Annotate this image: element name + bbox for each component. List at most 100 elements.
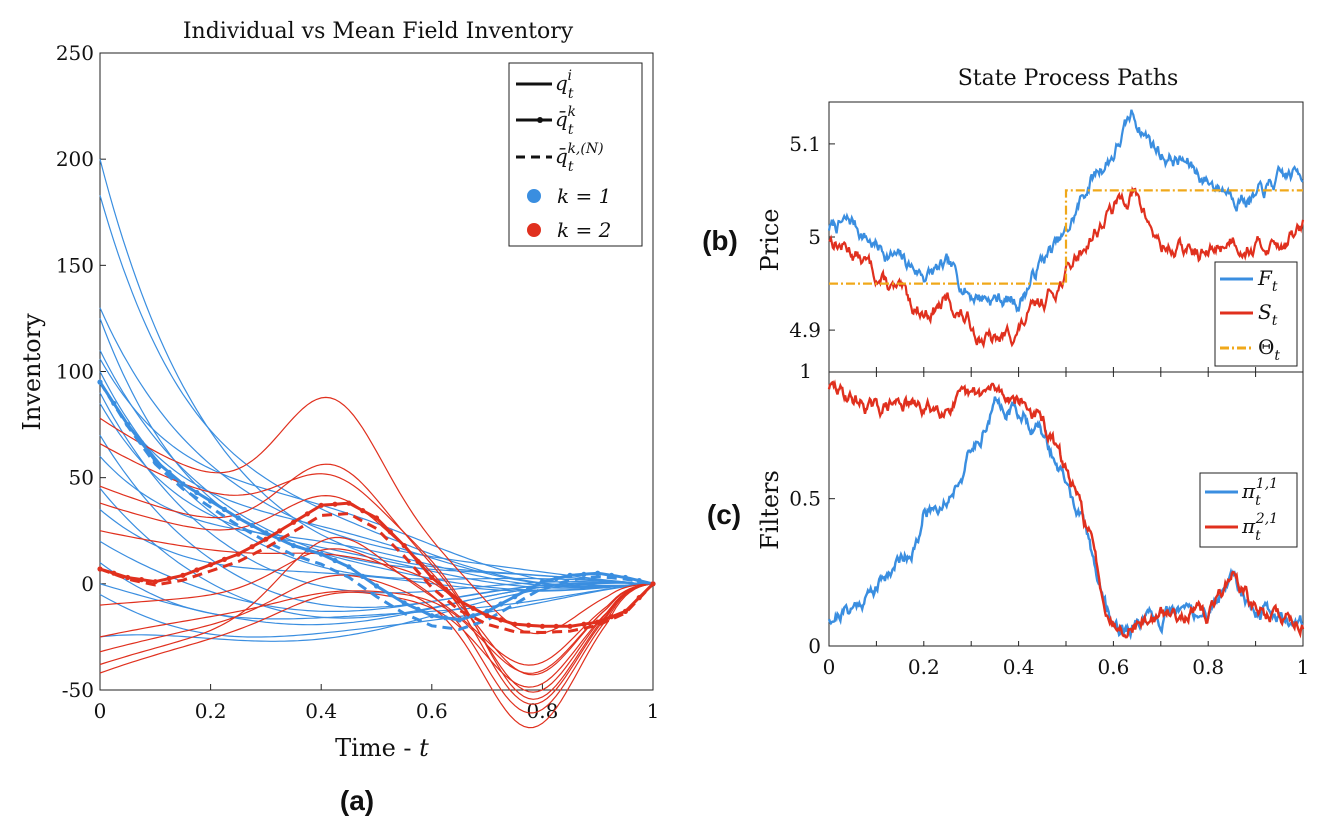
x-tick-label: 0.8 [1192,655,1224,679]
mean-field-marker [125,574,131,581]
mean-field-marker [512,621,518,627]
legend-c-pi11-label: πt1,1 [1241,476,1278,509]
mean-field-marker [650,581,656,587]
legend-a-k1-label: k = 1 [557,184,611,208]
x-tick-label: 0.6 [416,699,448,723]
panel-a-inventory: Individual vs Mean Field Inventory Inven… [18,19,659,762]
panel-c-letter: (c) [707,499,741,530]
mean-field-marker [581,571,587,577]
panel-a-letter: (a) [340,785,374,816]
mean-field-marker [290,543,297,549]
mean-field-marker [456,598,462,604]
mean-field-marker [249,544,255,550]
mean-field-marker [595,619,601,625]
mean-field-marker [443,586,449,592]
mean-field-marker [235,515,241,521]
xlabel-var: t [419,734,429,762]
mean-field-marker [415,606,421,612]
legend-a-qbar-label: q̄tk [555,104,576,138]
legend-a-k2-marker [527,223,541,237]
x-tick-label: 0.2 [908,655,940,679]
panel-c-legend: πt1,1 πt2,1 [1199,472,1298,548]
mean-field-marker [346,564,352,570]
legend-a-qbarN-label: q̄tk,(N) [555,141,604,175]
mean-field-marker [429,613,435,619]
line-Theta [829,189,1303,285]
legend-b-F-label: Ft [1257,266,1278,295]
y-tick-label: 250 [56,41,94,65]
mean-field-marker [498,617,504,623]
mean-field-marker [235,551,241,557]
mean-field-marker [152,458,158,464]
mean-field-marker [636,578,642,584]
line-individual-k1 [99,509,654,592]
mean-field-marker [180,481,186,487]
mean-field-marker [263,536,269,542]
y-tick-label: 5 [808,225,821,249]
legend-c-pi21-label: πt2,1 [1241,511,1278,544]
mean-field-marker [249,522,255,529]
series-mean-field [97,379,656,635]
y-tick-label: 150 [56,253,94,277]
y-tick-label: 5.1 [789,132,821,156]
panel-a-legend: qti q̄tk q̄tk,(N) k = 1 k = 2 [508,62,643,247]
mean-field-marker [539,579,546,585]
x-tick-label: 1 [647,699,660,723]
line-individual-k1 [99,582,653,626]
mean-field-marker [484,613,490,619]
y-tick-label: -50 [62,678,94,702]
line-pi21 [827,379,1305,639]
mean-field-marker [360,573,366,580]
line-individual-k1 [99,402,654,589]
mean-field-marker [526,586,532,592]
mean-field-marker [318,551,324,557]
x-tick-label: 0 [94,699,107,723]
mean-field-marker [608,572,615,578]
panel-c-series [827,379,1305,641]
panel-a-yticks: -50 0 50 100 150 200 250 [56,41,106,702]
panel-a-xticks: 0 0.2 0.4 0.6 0.8 1 [94,684,660,723]
legend-b-S-label: St [1258,300,1278,329]
x-tick-label: 0.2 [195,699,227,723]
mean-field-marker [97,566,103,572]
panel-a-ylabel: Inventory [18,313,46,431]
mean-field-marker [581,621,587,627]
x-tick-label: 0.8 [526,699,558,723]
line-individual-k1 [99,318,654,591]
mean-field-marker [152,579,158,585]
panel-c-ylabel: Filters [756,470,784,550]
y-tick-label: 0 [81,572,94,596]
panel-a-title: Individual vs Mean Field Inventory [183,19,574,44]
mean-field-marker [138,440,145,446]
x-tick-label: 1 [1297,655,1310,679]
line-individual-k2 [99,443,654,700]
legend-b-Theta-label: Θt [1258,335,1280,364]
panel-b-letter: (b) [702,225,738,256]
panel-b-title: State Process Paths [958,66,1179,91]
mean-field-marker [125,422,131,428]
mean-field-marker [221,506,227,513]
legend-a-k2-label: k = 2 [557,218,611,242]
mean-field-marker [208,562,214,568]
y-tick-label: 0.5 [789,487,821,511]
y-tick-label: 4.9 [789,318,821,342]
panel-b-legend: Ft St Θt [1214,261,1298,367]
mean-field-marker [111,570,117,576]
legend-a-qbar-marker [537,117,543,123]
mean-field-marker [456,617,462,623]
mean-field-marker [401,600,407,606]
y-tick-label: 50 [69,466,94,490]
line-individual-k2 [99,463,654,693]
line-individual-k2 [99,548,654,714]
mean-field-marker [332,557,338,564]
line-S [828,186,1305,350]
mean-field-marker [373,583,380,589]
panel-c-filters: Filters 0 0.2 0.4 0.6 0.8 1 00.5 πt1,1 πt2,1 [756,371,1310,679]
mean-field-marker [622,574,629,581]
mean-field-marker [387,529,393,535]
mean-field-marker [484,608,490,615]
line-individual-k2 [99,583,654,674]
mean-field-marker [166,575,172,582]
mean-field-marker [360,508,366,514]
